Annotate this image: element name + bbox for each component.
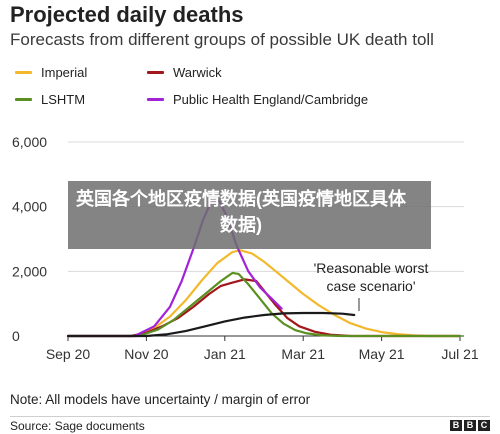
- legend-swatch-phe-cambridge: [147, 98, 164, 101]
- bbc-logo-letter: B: [450, 420, 462, 431]
- legend-swatch-warwick: [147, 71, 164, 74]
- y-tick-label: 4,000: [12, 199, 47, 215]
- y-tick-label: 0: [12, 328, 20, 344]
- bbc-logo-letter: C: [478, 420, 490, 431]
- bbc-logo: B B C: [450, 420, 490, 431]
- series-line-2: [66, 271, 462, 338]
- legend-item-lshtm: LSHTM: [15, 92, 85, 107]
- legend-label-warwick: Warwick: [173, 65, 222, 80]
- legend-swatch-imperial: [15, 71, 32, 74]
- legend-label-lshtm: LSHTM: [41, 92, 86, 107]
- y-tick-label: 6,000: [12, 134, 47, 150]
- x-tick-label: Nov 20: [124, 346, 169, 362]
- annotation-text-line1: 'Reasonable worst: [314, 260, 429, 276]
- chart-title: Projected daily deaths: [10, 2, 244, 27]
- legend-label-phe-cambridge: Public Health England/Cambridge: [173, 92, 369, 107]
- x-tick-label: Jan 21: [204, 346, 246, 362]
- source-text: Source: Sage documents: [10, 419, 145, 433]
- legend-label-imperial: Imperial: [41, 65, 88, 80]
- watermark-overlay: [68, 181, 431, 249]
- x-tick-label: Sep 20: [46, 346, 91, 362]
- x-tick-label: May 21: [359, 346, 405, 362]
- y-tick-label: 2,000: [12, 263, 47, 279]
- chart-subtitle: Forecasts from different groups of possi…: [10, 30, 434, 49]
- line-chart: 0 2,000 4,000 6,000 Sep 20 Nov 20 Jan 21 Mar 21…: [12, 134, 479, 362]
- legend-item-warwick: Warwick: [147, 65, 222, 80]
- uncertainty-note: Note: All models have uncertainty / marg…: [10, 392, 311, 407]
- x-tick-label: Mar 21: [281, 346, 325, 362]
- x-tick-label: Jul 21: [441, 346, 479, 362]
- annotation-text-line2: case scenario': [326, 278, 415, 294]
- footer-divider: [10, 416, 490, 417]
- bbc-logo-letter: B: [464, 420, 476, 431]
- legend-item-imperial: Imperial: [15, 65, 87, 80]
- watermark-text: 英国各个地区疫情数据(英国疫情地区具体数据): [76, 189, 406, 235]
- legend-item-phe-cambridge: Public Health England/Cambridge: [147, 92, 368, 107]
- series-line-4: [66, 311, 356, 338]
- series-line-0: [66, 249, 462, 338]
- legend-swatch-lshtm: [15, 98, 32, 101]
